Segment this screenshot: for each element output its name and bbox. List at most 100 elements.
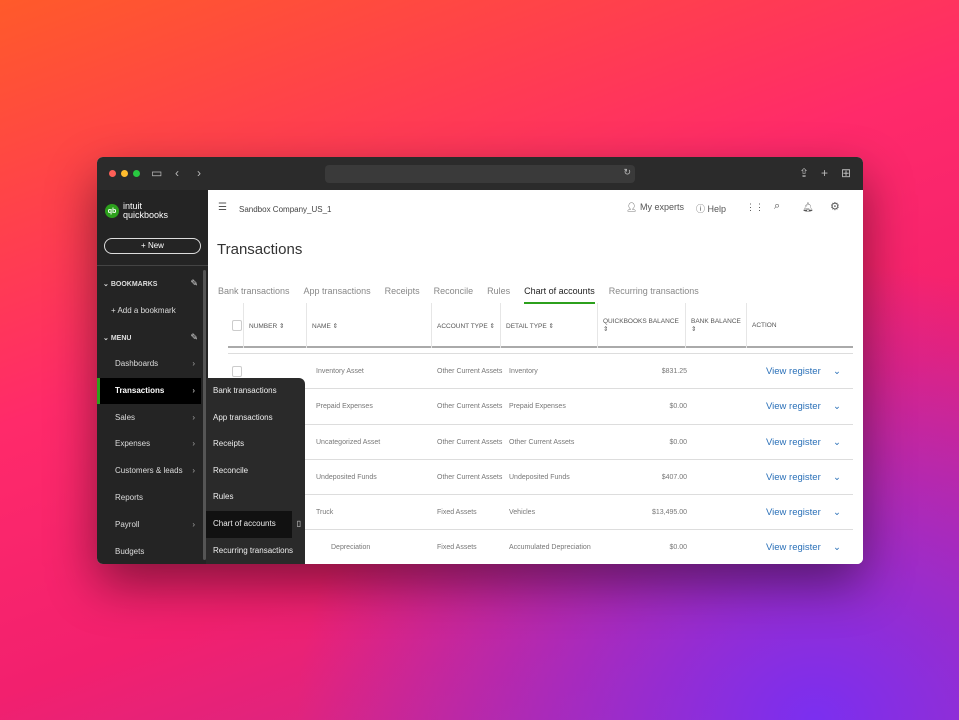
account-name[interactable]: Depreciation [331, 544, 371, 552]
sidebar-toggle-icon[interactable]: ▭ [151, 166, 163, 180]
row-actions-chevron-icon[interactable]: ⌄ [833, 471, 841, 483]
quickbooks-logo[interactable]: qb intuit quickbooks [105, 202, 168, 220]
view-register-link[interactable]: View register [766, 436, 821, 448]
sidebar-item-budgets[interactable]: Budgets [97, 539, 201, 564]
tab-reconcile[interactable]: Reconcile [433, 286, 474, 296]
row-actions-chevron-icon[interactable]: ⌄ [833, 542, 841, 554]
bookmarks-section[interactable]: ⌄ BOOKMARKS [103, 281, 158, 288]
forward-icon[interactable]: › [197, 166, 201, 180]
sort-icon[interactable]: ⇕ [691, 326, 697, 333]
tab-rules[interactable]: Rules [487, 286, 511, 296]
view-register-link[interactable]: View register [766, 471, 821, 483]
sidebar-item-reports[interactable]: Reports [97, 485, 201, 511]
collapse-menu-icon[interactable]: ☰ [218, 202, 227, 213]
tab-bank-transactions[interactable]: Bank transactions [218, 286, 290, 296]
sidebar-item-transactions[interactable]: Transactions › [97, 377, 201, 404]
column-header-text: ACCOUNT TYPE [437, 322, 488, 330]
detail-type: Undeposited Funds [509, 473, 570, 481]
flyout-item-bank-transactions[interactable]: Bank transactions [206, 378, 305, 405]
brand-bottom: quickbooks [123, 210, 169, 220]
flyout-item-receipts[interactable]: Receipts [206, 431, 305, 458]
flyout-item-reconcile[interactable]: Reconcile [206, 458, 305, 485]
account-name[interactable]: Inventory Asset [316, 368, 364, 375]
minimize-button[interactable] [121, 170, 128, 177]
flyout-item-app-transactions[interactable]: App transactions [206, 405, 305, 432]
sort-icon[interactable]: ⇕ [546, 322, 554, 330]
sort-icon[interactable]: ⇕ [330, 322, 339, 330]
help-icon: ⓘ [696, 204, 706, 214]
help-button[interactable]: ⓘ Help [696, 202, 726, 215]
page-title: Transactions [217, 241, 303, 258]
new-tab-icon[interactable]: + [821, 166, 829, 180]
column-header-action[interactable]: ACTION [746, 303, 777, 348]
view-register-link[interactable]: View register [766, 401, 821, 413]
tab-app-transactions[interactable]: App transactions [303, 286, 371, 296]
account-name[interactable]: Undeposited Funds [316, 473, 377, 481]
tab-chart-of-accounts[interactable]: Chart of accounts [524, 286, 595, 304]
column-header-account-type[interactable]: ACCOUNT TYPE ⇕ [431, 303, 495, 348]
flyout-item-recurring-transactions[interactable]: Recurring transactions [206, 538, 305, 564]
menu-section[interactable]: ⌄ MENU [103, 335, 132, 342]
row-actions-chevron-icon[interactable]: ⌄ [833, 401, 841, 413]
maximize-button[interactable] [133, 170, 140, 177]
table-row: Depreciation Fixed Assets Accumulated Depr… [228, 530, 853, 564]
view-register-link[interactable]: View register [766, 507, 821, 519]
column-header-text: NAME [312, 322, 331, 330]
sidebar-item-customers-leads[interactable]: Customers & leads › [97, 458, 201, 484]
flyout-item-label: Rules [213, 492, 234, 502]
tab-overview-icon[interactable]: ⊞ [841, 166, 852, 180]
sidebar-item-dashboards[interactable]: Dashboards › [97, 351, 201, 377]
sort-icon[interactable]: ⇕ [603, 326, 609, 333]
bookmark-icon[interactable]: ▯ [296, 518, 301, 528]
row-checkbox[interactable] [232, 366, 242, 377]
column-header-quickbooks-balance[interactable]: QUICKBOOKS BALANCE ⇕ [597, 303, 685, 348]
sidebar-item-payroll[interactable]: Payroll › [97, 512, 201, 538]
view-register-link[interactable]: View register [766, 366, 821, 377]
sidebar-item-expenses[interactable]: Expenses › [97, 431, 201, 457]
column-header-detail-type[interactable]: DETAIL TYPE ⇕ [500, 303, 554, 348]
tab-recurring-transactions[interactable]: Recurring transactions [608, 286, 699, 296]
flyout-item-chart-of-accounts[interactable]: Chart of accounts ▯ [206, 510, 301, 538]
account-name[interactable]: Prepaid Expenses [316, 403, 373, 411]
chart-of-accounts-table: NUMBER ⇕ NAME ⇕ ACCOUNT TYPE ⇕ DETAIL TYPE … [228, 303, 853, 564]
address-bar[interactable]: ↻ [325, 165, 635, 183]
account-name[interactable]: Uncategorized Asset [316, 438, 381, 446]
sort-icon[interactable]: ⇕ [487, 322, 495, 330]
edit-menu-icon[interactable]: ✎ [190, 332, 198, 342]
detail-type: Inventory [509, 368, 538, 375]
row-actions-chevron-icon[interactable]: ⌄ [833, 436, 841, 448]
row-actions-chevron-icon[interactable]: ⌄ [833, 366, 841, 377]
view-register-link[interactable]: View register [766, 542, 821, 554]
back-icon[interactable]: ‹ [175, 166, 179, 180]
apps-grid-icon[interactable]: ⋮⋮ [746, 202, 764, 212]
column-header-name[interactable]: NAME ⇕ [306, 303, 338, 348]
flyout-item-rules[interactable]: Rules [206, 484, 305, 511]
select-all-checkbox[interactable] [232, 320, 242, 331]
reload-icon[interactable]: ↻ [623, 167, 631, 177]
sort-icon[interactable]: ⇕ [277, 322, 285, 330]
search-icon[interactable]: ⌕ [774, 200, 781, 212]
tab-receipts[interactable]: Receipts [384, 286, 420, 296]
column-header-bank-balance[interactable]: BANK BALANCE ⇕ [685, 303, 746, 348]
account-type: Other Current Assets [437, 403, 503, 411]
notifications-bell-icon[interactable]: 🔔︎ [802, 202, 814, 212]
table-row: Undeposited Funds Other Current Assets Und… [228, 460, 853, 496]
edit-bookmarks-icon[interactable]: ✎ [190, 278, 198, 288]
company-name: Sandbox Company_US_1 [239, 205, 332, 214]
row-actions-chevron-icon[interactable]: ⌄ [833, 507, 841, 519]
settings-gear-icon[interactable]: ⚙ [830, 201, 840, 213]
column-header-label: ACCOUNT TYPE ⇕ [437, 322, 495, 330]
my-experts-button[interactable]: 👤︎ My experts [626, 202, 684, 213]
sidebar-scrollbar[interactable] [203, 270, 206, 560]
share-icon[interactable]: ⇪ [799, 166, 810, 180]
new-button[interactable]: + New [104, 238, 201, 254]
flyout-item-label: Bank transactions [213, 386, 277, 395]
browser-window: ▭ ‹ › ↻ ⇪ + ⊞ qb intuit quickbooks + New … [97, 157, 863, 564]
add-bookmark-link[interactable]: + Add a bookmark [111, 306, 176, 315]
sidebar-item-sales[interactable]: Sales › [97, 405, 201, 431]
column-header-number[interactable]: NUMBER ⇕ [243, 303, 284, 348]
sidebar-item-label: Sales [115, 412, 136, 422]
column-header-label: BANK BALANCE ⇕ [691, 318, 741, 333]
close-button[interactable] [109, 170, 116, 177]
account-name[interactable]: Truck [316, 509, 334, 517]
